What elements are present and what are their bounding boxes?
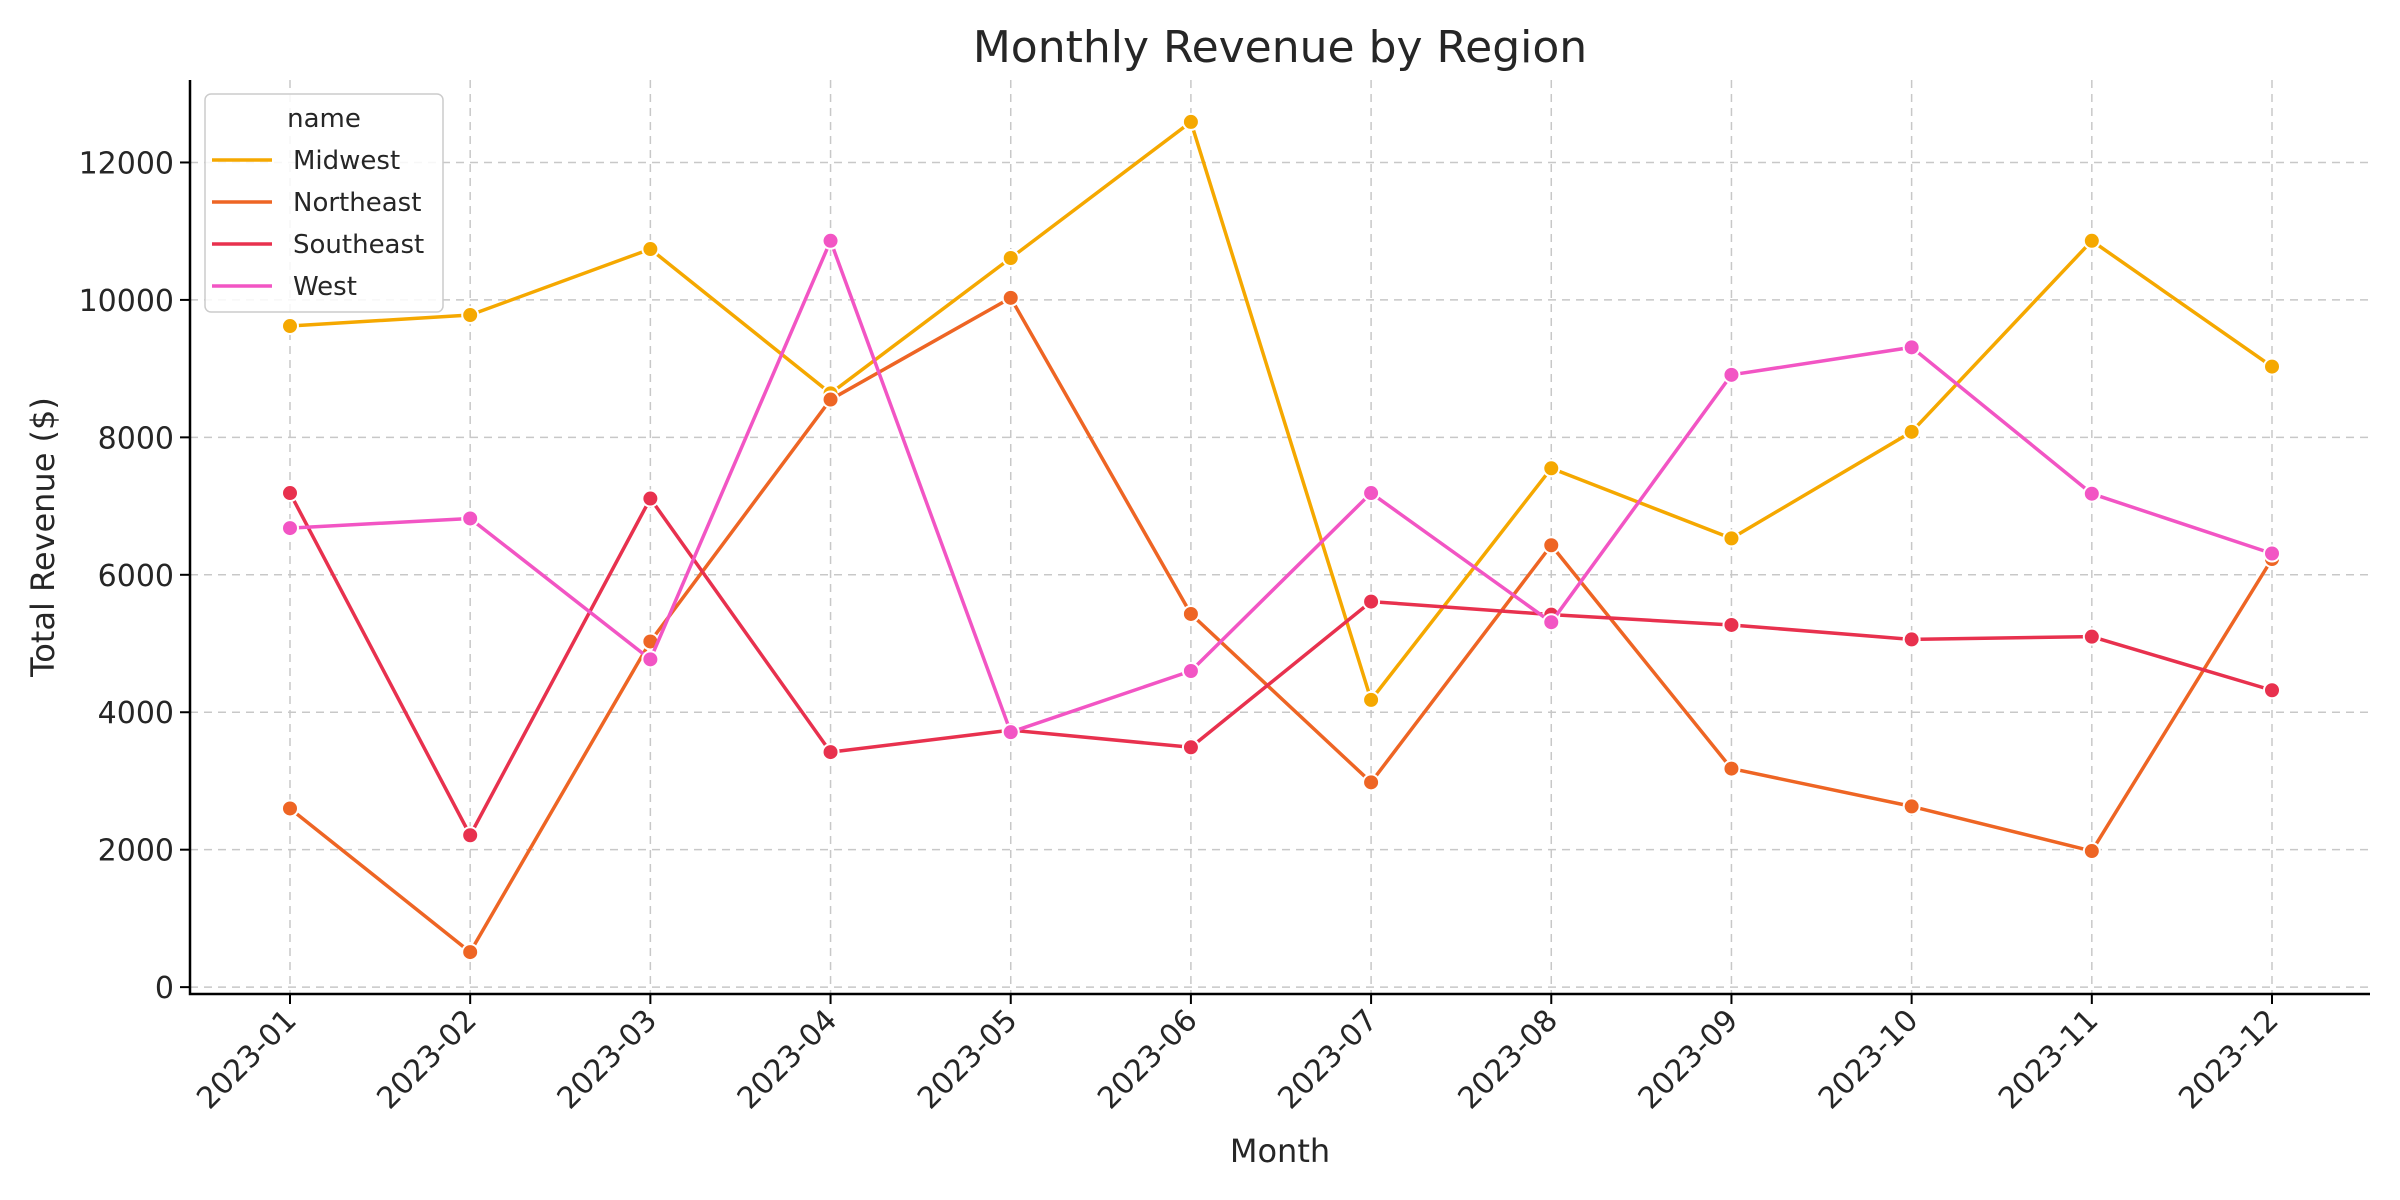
x-axis-ticks: 2023-01 2023-02 2023-03 2023-04 2023-05 2023-… bbox=[190, 994, 2286, 1116]
data-point-northeast bbox=[281, 799, 299, 818]
y-axis-label: Total Revenue ($) bbox=[24, 397, 62, 678]
legend-frame bbox=[204, 93, 444, 313]
data-point-southeast bbox=[1722, 615, 1741, 634]
data-point-northeast bbox=[1001, 288, 1020, 307]
data-point-southeast bbox=[641, 489, 660, 508]
y-axis-ticks: 0 2000 4000 6000 8000 10000 12000 bbox=[79, 146, 190, 1006]
x-tick-label: 2023-07 bbox=[1271, 1003, 1384, 1116]
data-point-southeast bbox=[2082, 627, 2101, 646]
data-point-west bbox=[2263, 544, 2281, 563]
data-point-southeast bbox=[1362, 592, 1381, 611]
legend-label-midwest: Midwest bbox=[293, 146, 400, 176]
x-tick-label: 2023-09 bbox=[1632, 1003, 1745, 1116]
data-point-southeast bbox=[821, 743, 840, 762]
x-tick-label: 2023-01 bbox=[190, 1003, 303, 1116]
data-point-northeast bbox=[1542, 536, 1561, 555]
data-point-west bbox=[1362, 484, 1381, 503]
data-point-northeast bbox=[821, 390, 840, 409]
legend-label-west: West bbox=[293, 272, 357, 302]
data-point-west bbox=[1181, 662, 1200, 681]
x-tick-label: 2023-12 bbox=[2172, 1003, 2285, 1116]
data-point-southeast bbox=[461, 826, 480, 845]
data-point-midwest bbox=[1542, 459, 1561, 478]
series-southeast bbox=[281, 484, 2281, 845]
data-point-southeast bbox=[1902, 630, 1921, 649]
series-west bbox=[281, 231, 2281, 742]
data-point-midwest bbox=[281, 317, 299, 336]
y-tick-label: 12000 bbox=[79, 146, 174, 181]
x-tick-label: 2023-03 bbox=[551, 1003, 664, 1116]
y-tick-label: 4000 bbox=[98, 696, 174, 731]
data-point-midwest bbox=[1362, 690, 1381, 709]
x-tick-label: 2023-08 bbox=[1452, 1003, 1565, 1116]
data-point-west bbox=[1542, 613, 1561, 632]
x-tick-label: 2023-02 bbox=[370, 1003, 483, 1116]
chart-title: Monthly Revenue by Region bbox=[973, 22, 1587, 73]
series-line-midwest bbox=[289, 120, 2274, 702]
data-point-northeast bbox=[1902, 797, 1921, 816]
data-point-west bbox=[461, 509, 480, 528]
x-tick-label: 2023-06 bbox=[1091, 1003, 1204, 1116]
x-tick-label: 2023-10 bbox=[1812, 1003, 1925, 1116]
x-tick-label: 2023-05 bbox=[911, 1003, 1024, 1116]
legend-label-northeast: Northeast bbox=[293, 188, 421, 218]
data-point-west bbox=[1902, 338, 1921, 357]
data-point-northeast bbox=[2082, 842, 2101, 861]
legend-title: name bbox=[287, 104, 361, 134]
grid bbox=[190, 80, 2370, 994]
x-tick-label: 2023-04 bbox=[731, 1003, 844, 1116]
data-point-west bbox=[821, 231, 840, 250]
data-point-west bbox=[1001, 723, 1020, 742]
legend-label-southeast: Southeast bbox=[293, 230, 424, 260]
data-point-midwest bbox=[641, 240, 660, 259]
data-point-midwest bbox=[461, 306, 480, 325]
y-tick-label: 10000 bbox=[79, 284, 174, 319]
y-tick-label: 0 bbox=[155, 971, 174, 1006]
data-point-northeast bbox=[1722, 759, 1741, 778]
series-line-southeast bbox=[288, 492, 2273, 838]
data-point-southeast bbox=[281, 484, 299, 503]
x-tick-label: 2023-11 bbox=[1992, 1003, 2105, 1116]
series-group bbox=[281, 112, 2281, 962]
axes-spines bbox=[188, 80, 2370, 996]
data-point-southeast bbox=[1181, 738, 1200, 757]
data-point-midwest bbox=[1902, 422, 1921, 441]
data-point-northeast bbox=[1362, 773, 1381, 792]
data-point-west bbox=[281, 519, 299, 538]
data-point-northeast bbox=[461, 943, 480, 962]
data-point-west bbox=[641, 650, 660, 669]
series-line-west bbox=[289, 239, 2273, 734]
data-point-midwest bbox=[2263, 357, 2281, 376]
data-point-midwest bbox=[2082, 231, 2101, 250]
series-midwest bbox=[281, 112, 2281, 709]
legend: name Midwest Northeast Southeast West bbox=[204, 93, 444, 313]
data-point-southeast bbox=[2263, 681, 2281, 700]
data-point-west bbox=[2082, 484, 2101, 503]
y-tick-label: 2000 bbox=[98, 834, 174, 869]
data-point-west bbox=[1722, 365, 1741, 384]
series-line-northeast bbox=[288, 296, 2274, 954]
data-point-midwest bbox=[1181, 112, 1200, 131]
data-point-northeast bbox=[1181, 604, 1200, 623]
y-tick-label: 8000 bbox=[98, 421, 174, 456]
y-tick-label: 6000 bbox=[98, 559, 174, 594]
x-axis-label: Month bbox=[1230, 1132, 1330, 1170]
data-point-midwest bbox=[1722, 529, 1741, 548]
series-northeast bbox=[281, 288, 2281, 962]
data-point-midwest bbox=[1001, 248, 1020, 267]
